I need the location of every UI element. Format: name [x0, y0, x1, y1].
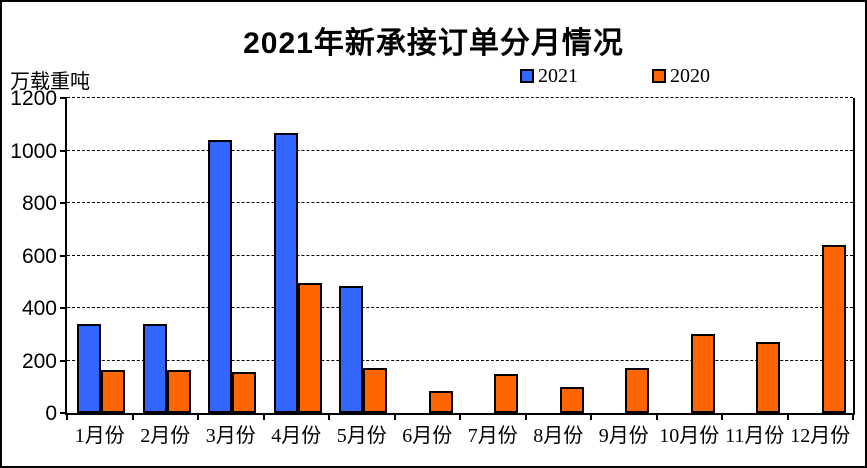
bar-2021-3月份 [208, 140, 232, 413]
x-tickmark-12 [852, 413, 854, 420]
legend-label-2021: 2021 [538, 65, 578, 87]
gridline-800 [67, 202, 853, 204]
bar-2020-9月份 [625, 368, 649, 413]
y-tickmark-0 [60, 412, 67, 414]
bar-2020-1月份 [101, 370, 125, 413]
x-tickmark-10 [721, 413, 723, 420]
y-tickmark-1000 [60, 149, 67, 152]
x-tick-label-12月份: 12月份 [790, 425, 851, 447]
bar-2020-7月份 [494, 374, 518, 413]
x-tick-label-2月份: 2月份 [140, 425, 191, 447]
x-tick-label-7月份: 7月份 [467, 425, 518, 447]
plot-area: 0 200 400 600 800 1000 1200 1月份 2月份 3月份 4月份 5月份 6月份 7… [10, 88, 855, 447]
x-tickmark-0 [66, 413, 68, 420]
y-tickmark-400 [60, 307, 67, 309]
legend-label-2020: 2020 [670, 65, 710, 87]
bar-2020-2月份 [166, 370, 191, 413]
y-axis-unit-label: 万载重吨 [10, 71, 90, 93]
x-tick-label-9月份: 9月份 [598, 425, 649, 447]
bar-2021-1月份 [77, 324, 101, 413]
x-tick-label-4月份: 4月份 [271, 425, 322, 447]
y-tickmark-800 [60, 202, 67, 204]
y-tick-label-200: 200 [21, 349, 57, 373]
legend-swatch-2021-icon [520, 69, 534, 83]
x-tick-label-10月份: 10月份 [659, 425, 720, 447]
bar-2021-5月份 [339, 286, 363, 413]
bar-2020-3月份 [232, 372, 256, 413]
bar-2020-5月份 [363, 368, 387, 413]
x-tickmark-2 [197, 413, 199, 420]
y-tick-label-1200: 1200 [10, 87, 57, 110]
x-tickmark-8 [590, 413, 592, 420]
x-tick-label-1月份: 1月份 [74, 425, 125, 447]
bar-2021-4月份 [273, 133, 298, 413]
y-tick-label-1000: 1000 [10, 139, 57, 163]
gridline-600 [67, 254, 853, 256]
x-tickmark-6 [459, 413, 461, 420]
x-tickmark-7 [524, 413, 527, 420]
bar-2020-10月份 [690, 334, 715, 413]
y-tickmark-600 [60, 254, 67, 257]
y-tickmark-200 [60, 359, 67, 362]
bar-2020-8月份 [559, 387, 584, 413]
x-tickmark-5 [393, 413, 396, 420]
x-tickmark-9 [655, 413, 658, 420]
x-tick-label-11月份: 11月份 [725, 425, 785, 447]
y-tick-label-600: 600 [21, 244, 57, 268]
gridline-1000 [67, 149, 853, 151]
x-tickmark-11 [786, 413, 789, 420]
y-tick-label-400: 400 [21, 297, 57, 320]
gridline-1200 [67, 97, 853, 99]
x-tick-label-3月份: 3月份 [205, 425, 256, 447]
y-tickmark-1200 [60, 97, 67, 99]
gridline-400 [67, 307, 853, 309]
x-tick-label-5月份: 5月份 [336, 425, 387, 447]
gridline-200 [67, 359, 853, 361]
legend-item-2021: 2021 [520, 66, 578, 86]
bar-2020-11月份 [756, 342, 780, 413]
legend-swatch-2020-icon [652, 69, 666, 83]
x-tickmark-1 [131, 413, 134, 420]
chart-title: 2021年新承接订单分月情况 [243, 27, 624, 60]
bar-2020-12月份 [821, 245, 846, 413]
x-tick-label-8月份: 8月份 [533, 425, 584, 447]
bar-2020-4月份 [297, 283, 322, 413]
y-tick-label-800: 800 [21, 192, 57, 215]
bar-2021-2月份 [142, 324, 167, 413]
y-tick-label-0: 0 [45, 402, 57, 425]
bar-2020-6月份 [428, 391, 453, 413]
x-tickmark-4 [328, 413, 330, 420]
x-tick-label-6月份: 6月份 [402, 425, 453, 447]
x-tickmark-3 [262, 413, 265, 420]
legend-item-2020: 2020 [652, 66, 710, 86]
